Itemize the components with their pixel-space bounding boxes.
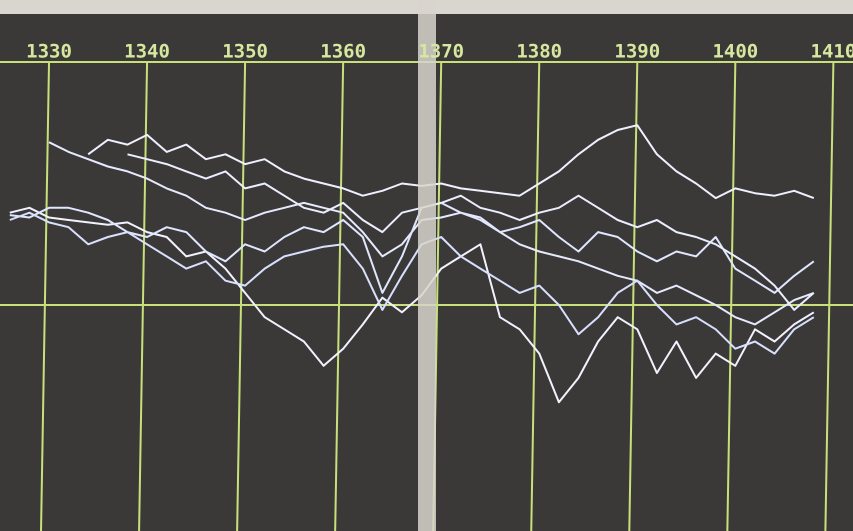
- x-tick-label: 1400: [712, 41, 758, 63]
- book-gutter: [418, 0, 436, 531]
- chart: 1330 1340 1350 1360 1370 1380 1390 1400 1410: [0, 0, 853, 531]
- x-tick-label: 1330: [26, 41, 72, 63]
- x-tick-label: 1380: [516, 41, 562, 63]
- x-tick-label: 1350: [222, 41, 268, 63]
- page: {"chart_data": {"type": "line", "x": [13…: [0, 0, 853, 531]
- x-tick-label: 1340: [124, 41, 170, 63]
- x-tick-label: 1360: [320, 41, 366, 63]
- x-tick-label: 1390: [614, 41, 660, 63]
- x-tick-label: 1370: [418, 41, 464, 63]
- x-tick-label: 1410: [811, 41, 853, 63]
